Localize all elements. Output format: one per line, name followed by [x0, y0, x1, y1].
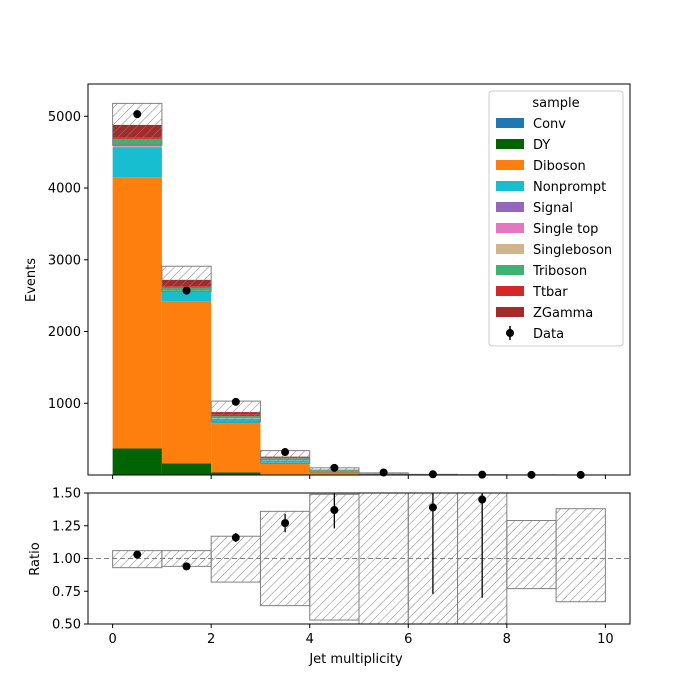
legend-title: sample — [532, 96, 579, 111]
stacked-bars — [112, 124, 507, 475]
legend: sample Conv DY Diboson Nonprompt Signal Singl… — [488, 90, 624, 347]
data-point-3 — [281, 448, 290, 457]
legend-swatch-single-top — [496, 223, 524, 233]
bar-diboson-bin-3 — [260, 462, 310, 475]
ratio-y-tick-label: 1.50 — [52, 487, 81, 502]
mc-uncertainty-band — [112, 102, 606, 476]
legend-label: Data — [533, 327, 564, 342]
y-tick-label: 1000 — [48, 397, 81, 412]
y-tick-label: 2000 — [48, 325, 81, 340]
bar-dy-bin-2 — [211, 472, 261, 475]
ratio-point-4 — [330, 506, 339, 515]
y-tick-label: 3000 — [48, 253, 81, 268]
ratio-points — [133, 493, 487, 598]
data-point-0 — [133, 110, 142, 119]
x-tick-label: 6 — [404, 632, 412, 647]
legend-label: DY — [533, 138, 550, 153]
legend-label: ZGamma — [533, 306, 593, 321]
bar-diboson-bin-1 — [161, 301, 212, 464]
bar-dy-bin-1 — [161, 463, 212, 475]
data-point-4 — [330, 463, 339, 472]
data-point-1 — [182, 286, 191, 295]
bar-nonprompt-bin-0 — [112, 147, 162, 178]
ratio-uncertainty-band — [112, 492, 606, 625]
legend-label: Triboson — [532, 264, 587, 279]
legend-swatch-nonprompt — [496, 181, 524, 191]
bar-diboson-bin-2 — [211, 423, 261, 473]
x-tick-label: 2 — [207, 632, 215, 647]
ratio-point-6 — [478, 495, 487, 504]
legend-swatch-zgamma — [496, 307, 524, 317]
legend-label: Signal — [533, 201, 573, 216]
ratio-y-axis-label: Ratio — [28, 542, 43, 575]
legend-data-marker — [506, 329, 514, 337]
legend-swatch-ttbar — [496, 286, 524, 296]
ratio-y-tick-label: 0.50 — [52, 618, 81, 633]
bar-nonprompt-bin-1 — [161, 291, 212, 302]
x-tick-label: 10 — [597, 632, 614, 647]
legend-items: Conv DY Diboson Nonprompt Signal Single top Si… — [496, 117, 612, 342]
legend-label: Singleboson — [533, 243, 612, 258]
ratio-y-ticks: 0.50 0.75 1.00 1.25 1.50 — [52, 487, 88, 633]
ratio-point-5 — [428, 503, 437, 512]
ratio-point-2 — [231, 533, 240, 542]
bar-diboson-bin-4 — [309, 471, 359, 475]
bar-diboson-bin-0 — [112, 177, 162, 449]
ratio-x-ticks: 0 2 4 6 8 10 — [108, 624, 614, 647]
ratio-y-tick-label: 1.25 — [52, 519, 81, 534]
ratio-uncertainty-bin-8 — [506, 520, 557, 590]
legend-label: Nonprompt — [533, 180, 606, 195]
legend-label: Ttbar — [532, 285, 568, 300]
x-tick-label: 0 — [108, 632, 116, 647]
main-plot-frame — [87, 83, 631, 476]
ratio-y-tick-label: 1.00 — [52, 552, 81, 567]
legend-swatch-triboson — [496, 265, 524, 275]
legend-swatch-signal — [496, 202, 524, 212]
data-point-5 — [379, 468, 388, 477]
ratio-point-0 — [133, 550, 142, 559]
data-point-6 — [428, 470, 437, 479]
y-tick-label: 5000 — [48, 110, 81, 125]
ratio-y-tick-label: 0.75 — [52, 585, 81, 600]
legend-label: Diboson — [533, 159, 586, 174]
legend-label: Conv — [533, 117, 566, 132]
legend-frame — [488, 90, 624, 347]
legend-swatch-conv — [496, 118, 524, 128]
legend-swatch-dy — [496, 139, 524, 149]
ratio-uncertainty-bin-9 — [555, 508, 606, 603]
legend-swatch-diboson — [496, 160, 524, 170]
ratio-point-3 — [281, 519, 290, 528]
data-point-2 — [231, 397, 240, 406]
ratio-uncertainty-bin-2 — [210, 535, 261, 583]
x-tick-label: 4 — [306, 632, 314, 647]
main-y-ticks: 1000 2000 3000 4000 5000 — [48, 110, 88, 412]
main-x-ticks — [112, 475, 606, 479]
ratio-panel: 0.50 0.75 1.00 1.25 1.50 0 2 4 6 8 10 Ratio Jet m… — [28, 487, 631, 667]
legend-swatch-singleboson — [496, 244, 524, 254]
bar-dy-bin-0 — [112, 448, 162, 475]
x-tick-label: 8 — [503, 632, 511, 647]
y-tick-label: 4000 — [48, 182, 81, 197]
y-axis-label: Events — [24, 258, 39, 302]
uncertainty-bin-0 — [112, 102, 163, 146]
x-axis-label: Jet multiplicity — [308, 652, 403, 667]
bar-single-top-bin-0 — [112, 146, 162, 148]
ratio-point-1 — [182, 562, 191, 571]
legend-label: Single top — [533, 222, 598, 237]
